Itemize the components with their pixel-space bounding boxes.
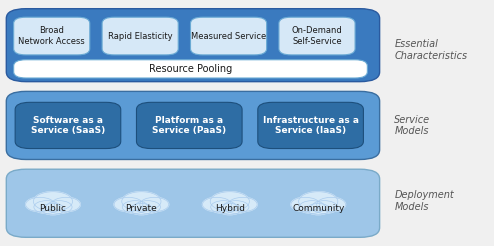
Text: Hybrid: Hybrid xyxy=(215,204,245,213)
Circle shape xyxy=(218,203,241,215)
Circle shape xyxy=(135,201,161,214)
Text: Rapid Elasticity: Rapid Elasticity xyxy=(108,31,172,41)
Circle shape xyxy=(312,201,337,214)
FancyBboxPatch shape xyxy=(15,102,121,149)
Circle shape xyxy=(123,201,148,214)
Text: Service
Models: Service Models xyxy=(394,115,430,136)
Text: Private: Private xyxy=(125,204,157,213)
FancyBboxPatch shape xyxy=(6,9,379,82)
FancyBboxPatch shape xyxy=(6,169,379,237)
Circle shape xyxy=(130,203,153,215)
Circle shape xyxy=(211,201,237,214)
FancyBboxPatch shape xyxy=(191,17,267,55)
FancyBboxPatch shape xyxy=(14,60,368,78)
Text: Deployment
Models: Deployment Models xyxy=(394,190,454,212)
FancyBboxPatch shape xyxy=(258,102,364,149)
Circle shape xyxy=(34,192,73,211)
Text: Software as a
Service (SaaS): Software as a Service (SaaS) xyxy=(31,116,105,135)
FancyBboxPatch shape xyxy=(279,17,355,55)
Circle shape xyxy=(51,197,81,212)
Circle shape xyxy=(307,203,329,215)
Text: Broad
Network Access: Broad Network Access xyxy=(18,26,85,46)
Text: Infrastructure as a
Service (IaaS): Infrastructure as a Service (IaaS) xyxy=(263,116,359,135)
Circle shape xyxy=(140,197,169,212)
Text: Measured Service: Measured Service xyxy=(191,31,266,41)
Circle shape xyxy=(317,197,346,212)
FancyBboxPatch shape xyxy=(6,91,379,159)
Circle shape xyxy=(291,197,320,212)
FancyBboxPatch shape xyxy=(136,102,242,149)
Circle shape xyxy=(26,197,54,212)
Text: Resource Pooling: Resource Pooling xyxy=(149,64,232,74)
Circle shape xyxy=(223,201,249,214)
FancyBboxPatch shape xyxy=(102,17,178,55)
Text: Essential
Characteristics: Essential Characteristics xyxy=(394,39,467,61)
Circle shape xyxy=(210,192,249,211)
Circle shape xyxy=(46,201,72,214)
Text: Community: Community xyxy=(292,204,344,213)
FancyBboxPatch shape xyxy=(14,17,90,55)
Circle shape xyxy=(203,197,231,212)
Circle shape xyxy=(41,203,64,215)
Circle shape xyxy=(228,197,257,212)
Circle shape xyxy=(114,197,143,212)
Circle shape xyxy=(299,201,325,214)
Circle shape xyxy=(34,201,60,214)
Text: Public: Public xyxy=(40,204,67,213)
Circle shape xyxy=(299,192,338,211)
Text: On-Demand
Self-Service: On-Demand Self-Service xyxy=(291,26,342,46)
Text: Platform as a
Service (PaaS): Platform as a Service (PaaS) xyxy=(152,116,226,135)
Circle shape xyxy=(122,192,161,211)
